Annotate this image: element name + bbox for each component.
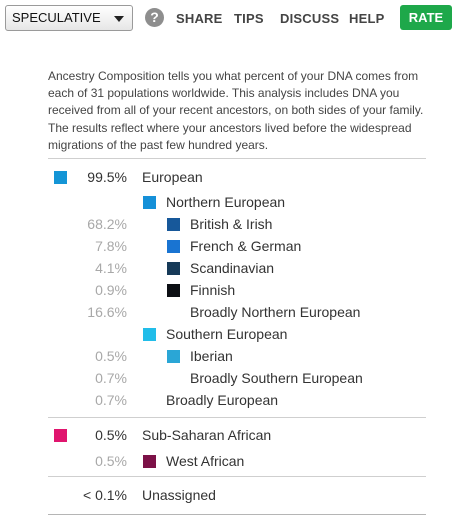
subregion-row-southern-european[interactable]: Southern European — [0, 323, 455, 345]
population-label: Finnish — [190, 282, 236, 298]
help-link[interactable]: HELP — [349, 11, 385, 26]
population-pct: 16.6% — [87, 304, 127, 320]
share-link[interactable]: SHARE — [176, 11, 223, 26]
population-row[interactable]: 0.5% West African — [0, 450, 455, 472]
tips-link[interactable]: TIPS — [234, 11, 264, 26]
sub-saharan-african-swatch — [54, 429, 67, 442]
population-pct: 0.7% — [95, 370, 127, 386]
region-label: European — [142, 169, 203, 185]
population-row[interactable]: 16.6% Broadly Northern European — [0, 301, 455, 323]
region-label: Unassigned — [142, 487, 216, 503]
subregion-row-northern-european[interactable]: Northern European — [0, 191, 455, 213]
population-pct: 0.5% — [95, 453, 127, 469]
subregion-label: Broadly European — [166, 392, 279, 408]
population-label: French & German — [190, 238, 302, 254]
region-pct: 0.5% — [95, 427, 127, 443]
population-row[interactable]: 0.7% Broadly Southern European — [0, 367, 455, 389]
subregion-label: Southern European — [166, 326, 288, 342]
divider — [48, 158, 426, 159]
west-african-swatch — [143, 455, 156, 468]
toolbar: SPECULATIVE ? SHARE TIPS DISCUSS HELP RA… — [0, 0, 455, 36]
region-row-european[interactable]: 99.5% European — [0, 166, 455, 188]
chevron-down-icon — [114, 16, 124, 22]
population-row[interactable]: 0.9% Finnish — [0, 279, 455, 301]
northern-european-swatch — [143, 196, 156, 209]
population-pct: 4.1% — [95, 260, 127, 276]
region-pct: < 0.1% — [83, 487, 127, 503]
population-label: British & Irish — [190, 216, 273, 232]
population-label: West African — [166, 453, 245, 469]
confidence-select-value: SPECULATIVE — [12, 10, 101, 25]
discuss-link[interactable]: DISCUSS — [280, 11, 340, 26]
region-pct: 99.5% — [87, 169, 127, 185]
french-german-swatch — [167, 240, 180, 253]
confidence-select[interactable]: SPECULATIVE — [5, 5, 133, 31]
southern-european-swatch — [143, 328, 156, 341]
iberian-swatch — [167, 350, 180, 363]
divider — [48, 417, 426, 418]
subregion-row-broadly-european[interactable]: 0.7% Broadly European — [0, 389, 455, 411]
region-row-unassigned[interactable]: < 0.1% Unassigned — [0, 484, 455, 506]
region-row-sub-saharan-african[interactable]: 0.5% Sub-Saharan African — [0, 424, 455, 446]
british-irish-swatch — [167, 218, 180, 231]
population-pct: 0.9% — [95, 282, 127, 298]
subregion-label: Northern European — [166, 194, 286, 210]
help-circle-icon[interactable]: ? — [145, 8, 164, 27]
population-label: Scandinavian — [190, 260, 275, 276]
finnish-swatch — [167, 284, 180, 297]
divider — [48, 476, 426, 477]
population-pct: 0.7% — [95, 392, 127, 408]
rate-button[interactable]: RATE — [400, 5, 452, 30]
population-row[interactable]: 4.1% Scandinavian — [0, 257, 455, 279]
population-row[interactable]: 7.8% French & German — [0, 235, 455, 257]
description-text: Ancestry Composition tells you what perc… — [48, 69, 424, 152]
population-row[interactable]: 68.2% British & Irish — [0, 213, 455, 235]
scandinavian-swatch — [167, 262, 180, 275]
population-pct: 0.5% — [95, 348, 127, 364]
divider — [48, 514, 426, 515]
european-swatch — [54, 171, 67, 184]
population-pct: 68.2% — [87, 216, 127, 232]
population-label: Broadly Northern European — [190, 304, 361, 320]
population-pct: 7.8% — [95, 238, 127, 254]
population-row[interactable]: 0.5% Iberian — [0, 345, 455, 367]
population-label: Broadly Southern European — [190, 370, 363, 386]
region-label: Sub-Saharan African — [142, 427, 272, 443]
population-label: Iberian — [190, 348, 233, 364]
